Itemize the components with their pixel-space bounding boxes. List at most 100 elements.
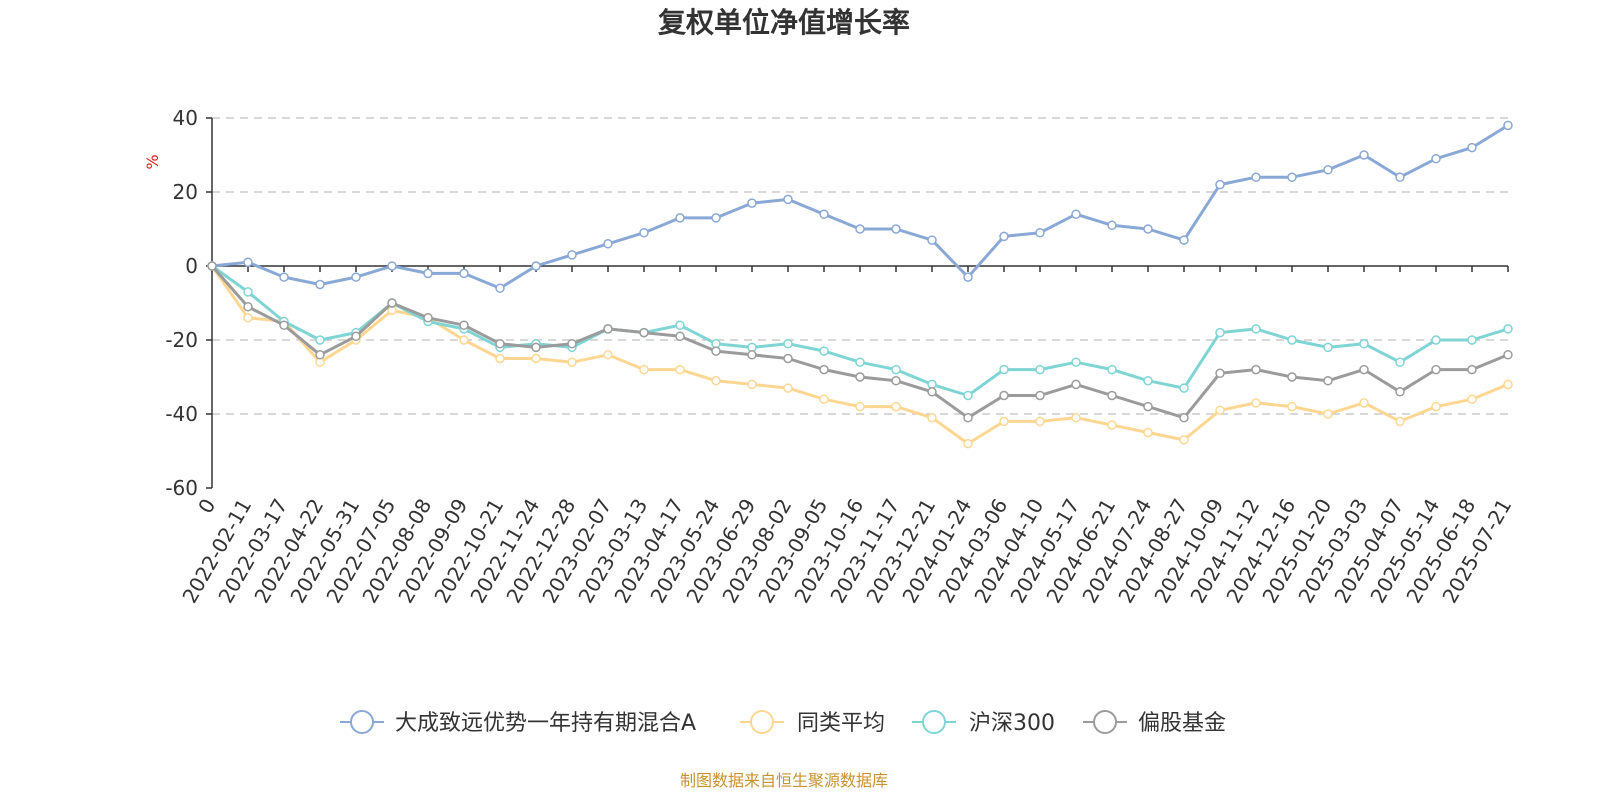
data-point [315,335,325,345]
y-tick-labels: 40 20 0 -20 -40 -60 [165,106,198,500]
data-point [675,331,685,342]
legend-label: 沪深300 [969,711,1055,736]
data-point [891,401,901,412]
data-point [963,412,973,423]
legend-item-0[interactable]: 大成致远优势一年持有期混合A [340,710,696,736]
data-point [1431,335,1441,345]
data-point [1107,220,1117,231]
data-point [1323,375,1333,386]
data-point [891,375,901,386]
x-tick-label: 0 [193,495,220,518]
data-point [1251,364,1261,375]
data-point [1035,390,1045,401]
data-point [459,335,469,345]
legend-item-2[interactable]: 沪深300 [912,710,1055,736]
data-point [1215,327,1225,338]
legend-item-1[interactable]: 同类平均 [740,710,885,736]
source-note: 制图数据来自恒生聚源数据库 [680,771,888,790]
series-line [210,265,1509,446]
data-point [1287,401,1297,412]
data-point [783,338,793,349]
data-point [387,261,397,271]
data-point [567,357,577,367]
data-point [783,383,793,393]
data-point [675,213,685,223]
data-point [963,390,973,401]
data-point [711,213,721,223]
data-point [1071,209,1081,219]
legend-label: 同类平均 [797,711,885,736]
data-point [1071,412,1081,423]
data-point [1179,412,1189,423]
data-point [1467,364,1477,375]
data-point [891,224,901,234]
data-point [1143,224,1153,234]
data-point [675,364,685,375]
series-group [207,120,1513,449]
data-point [1503,120,1513,131]
data-point [927,412,937,423]
data-point [999,416,1009,427]
series-line [210,265,1509,420]
data-point [855,372,865,382]
data-point [819,209,829,219]
data-point [963,272,973,282]
data-point [927,235,937,245]
data-point [1359,150,1369,160]
legend[interactable]: 大成致远优势一年持有期混合A 同类平均 沪深300 偏股基金 [340,710,1226,736]
data-point [279,272,289,282]
data-point [1503,324,1513,334]
data-point [1431,364,1441,375]
series-3 [207,261,1513,423]
data-point [1467,335,1477,345]
data-point [1287,172,1297,182]
data-point [459,320,469,330]
data-point [1143,401,1153,412]
grid-lines [212,117,1508,415]
data-point [423,268,433,279]
data-point [243,257,253,268]
data-point [1359,398,1369,408]
data-point [1287,335,1297,345]
data-point [603,239,613,249]
data-point [387,298,397,308]
data-point [747,350,757,360]
data-point [1503,350,1513,360]
data-point [1071,357,1081,367]
data-point [1035,364,1045,375]
data-point [459,268,469,279]
data-point [819,364,829,375]
data-point [1179,435,1189,445]
data-point [1431,153,1441,164]
data-point [315,279,325,290]
y-tick-label: -60 [165,476,198,500]
data-point [1251,324,1261,334]
data-point [207,261,217,271]
y-tick-label: 20 [173,180,198,204]
data-point [1395,172,1405,182]
data-point [1107,420,1117,430]
series-0 [207,120,1513,293]
legend-marker [1093,710,1117,734]
data-point [1467,394,1477,404]
y-tick-label: 40 [173,106,198,130]
data-point [963,438,973,449]
legend-marker [350,710,374,734]
data-point [1467,142,1477,153]
legend-item-3[interactable]: 偏股基金 [1083,710,1226,736]
data-point [1287,372,1297,382]
data-point [711,375,721,386]
data-point [1323,165,1333,175]
data-point [1323,342,1333,353]
data-point [567,250,577,260]
series-1 [207,261,1513,449]
data-point [243,313,253,323]
data-point [531,342,541,353]
data-point [855,401,865,412]
data-point [567,338,577,349]
data-point [603,324,613,334]
data-point [603,350,613,360]
data-point [819,346,829,356]
data-point [1035,227,1045,238]
